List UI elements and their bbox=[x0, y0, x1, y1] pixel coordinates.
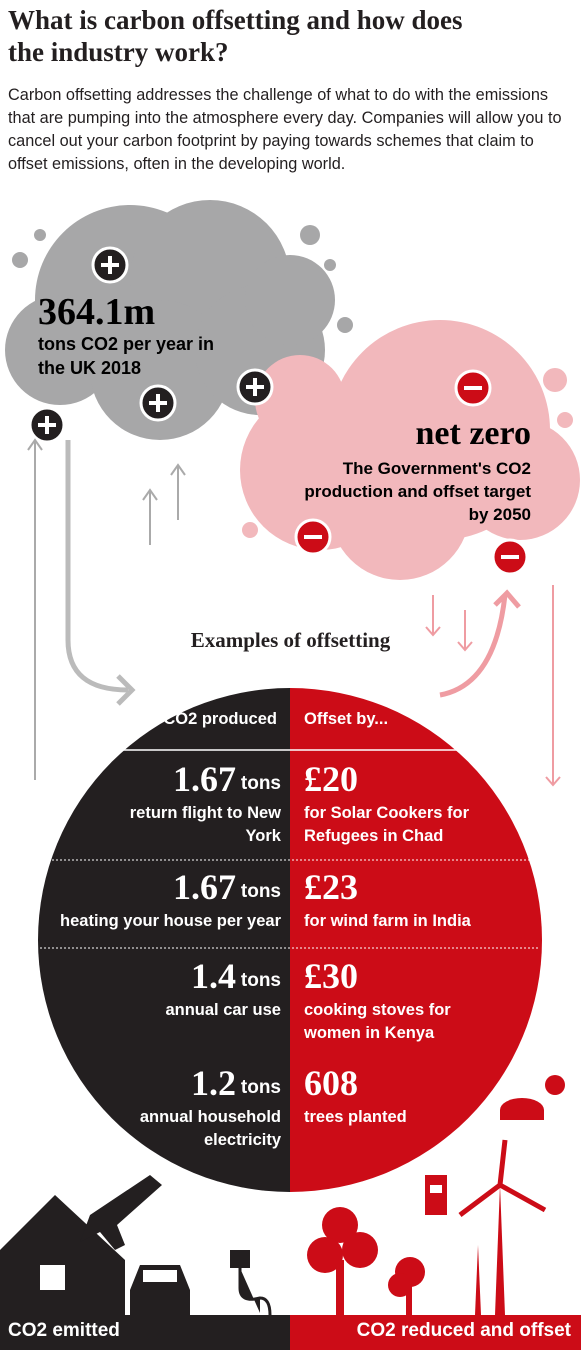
scheme: for Solar Cookers for Refugees in Chad bbox=[304, 804, 470, 845]
produced-unit: tons bbox=[240, 1077, 281, 1098]
footer-left-bar bbox=[0, 1315, 290, 1350]
activity: annual car use bbox=[165, 1001, 281, 1019]
footer-right-bar bbox=[290, 1315, 581, 1350]
uk-emissions-value: 364.1m bbox=[38, 291, 156, 333]
produced-amount: 1.67 bbox=[173, 867, 236, 907]
offset-amount: £23 bbox=[304, 867, 358, 907]
produced-unit: tons bbox=[240, 773, 281, 794]
title: What is carbon offsetting and how does t… bbox=[8, 5, 463, 67]
offset-amount: £30 bbox=[304, 956, 358, 996]
emission-icons bbox=[0, 1175, 260, 1315]
footer-left: CO2 emitted bbox=[8, 1320, 120, 1341]
column-header: CO2 produced bbox=[163, 710, 277, 728]
offset-icons bbox=[307, 1075, 565, 1315]
activity: heating your house per year bbox=[60, 912, 281, 930]
scheme: for wind farm in India bbox=[304, 912, 471, 930]
activity: return flight to New York bbox=[129, 804, 281, 845]
uk-emissions-desc: tons CO2 per year in the UK 2018 bbox=[38, 334, 215, 378]
intro: Carbon offsetting addresses the challeng… bbox=[8, 86, 562, 173]
dividers bbox=[40, 749, 540, 949]
produced-amount: 1.67 bbox=[173, 759, 236, 799]
minus-signs bbox=[304, 386, 519, 559]
produced-half bbox=[38, 688, 290, 1192]
produced-amount: 1.2 bbox=[191, 1063, 236, 1103]
scheme: cooking stoves for women in Kenya bbox=[304, 1001, 451, 1042]
target-cloud bbox=[240, 320, 580, 580]
column-header: Offset by... bbox=[304, 710, 389, 728]
offset-amount: 608 bbox=[304, 1063, 358, 1103]
offset-half bbox=[290, 688, 542, 1192]
examples-title: Examples of offsetting bbox=[190, 628, 391, 652]
produced-unit: tons bbox=[240, 881, 281, 902]
red-arrows bbox=[425, 585, 561, 787]
activity: annual household electricity bbox=[139, 1108, 281, 1149]
target-desc: The Government's CO2 production and offs… bbox=[304, 459, 531, 524]
plus-signs bbox=[38, 256, 264, 434]
footer-right: CO2 reduced and offset bbox=[356, 1320, 571, 1341]
produced-amount: 1.4 bbox=[191, 956, 236, 996]
emissions-cloud bbox=[5, 200, 353, 440]
scheme: trees planted bbox=[304, 1108, 407, 1126]
arrows bbox=[27, 438, 186, 780]
produced-unit: tons bbox=[240, 970, 281, 991]
target-value: net zero bbox=[415, 415, 531, 452]
offset-amount: £20 bbox=[304, 759, 358, 799]
